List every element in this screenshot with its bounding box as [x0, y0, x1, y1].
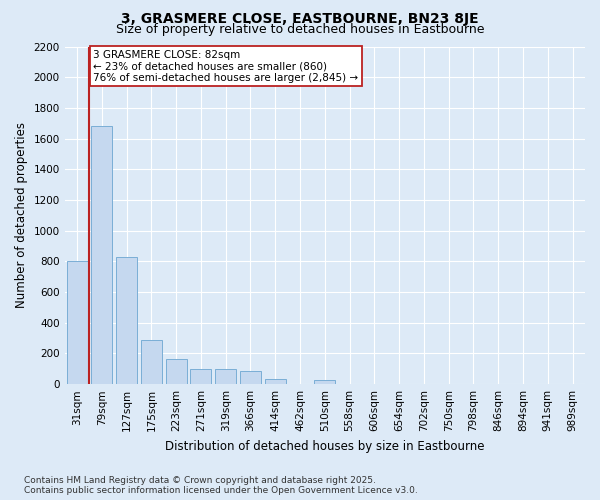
Text: Contains HM Land Registry data © Crown copyright and database right 2025.
Contai: Contains HM Land Registry data © Crown c…	[24, 476, 418, 495]
Bar	[215, 369, 236, 384]
Bar	[240, 371, 261, 384]
Text: 3, GRASMERE CLOSE, EASTBOURNE, BN23 8JE: 3, GRASMERE CLOSE, EASTBOURNE, BN23 8JE	[121, 12, 479, 26]
Bar	[265, 379, 286, 384]
Bar	[166, 359, 187, 384]
Bar	[141, 340, 162, 384]
Text: Size of property relative to detached houses in Eastbourne: Size of property relative to detached ho…	[116, 22, 484, 36]
Bar	[190, 369, 211, 384]
X-axis label: Distribution of detached houses by size in Eastbourne: Distribution of detached houses by size …	[165, 440, 485, 452]
Y-axis label: Number of detached properties: Number of detached properties	[15, 122, 28, 308]
Text: 3 GRASMERE CLOSE: 82sqm
← 23% of detached houses are smaller (860)
76% of semi-d: 3 GRASMERE CLOSE: 82sqm ← 23% of detache…	[93, 50, 358, 83]
Bar	[67, 262, 88, 384]
Bar	[116, 257, 137, 384]
Bar	[314, 380, 335, 384]
Bar	[91, 126, 112, 384]
